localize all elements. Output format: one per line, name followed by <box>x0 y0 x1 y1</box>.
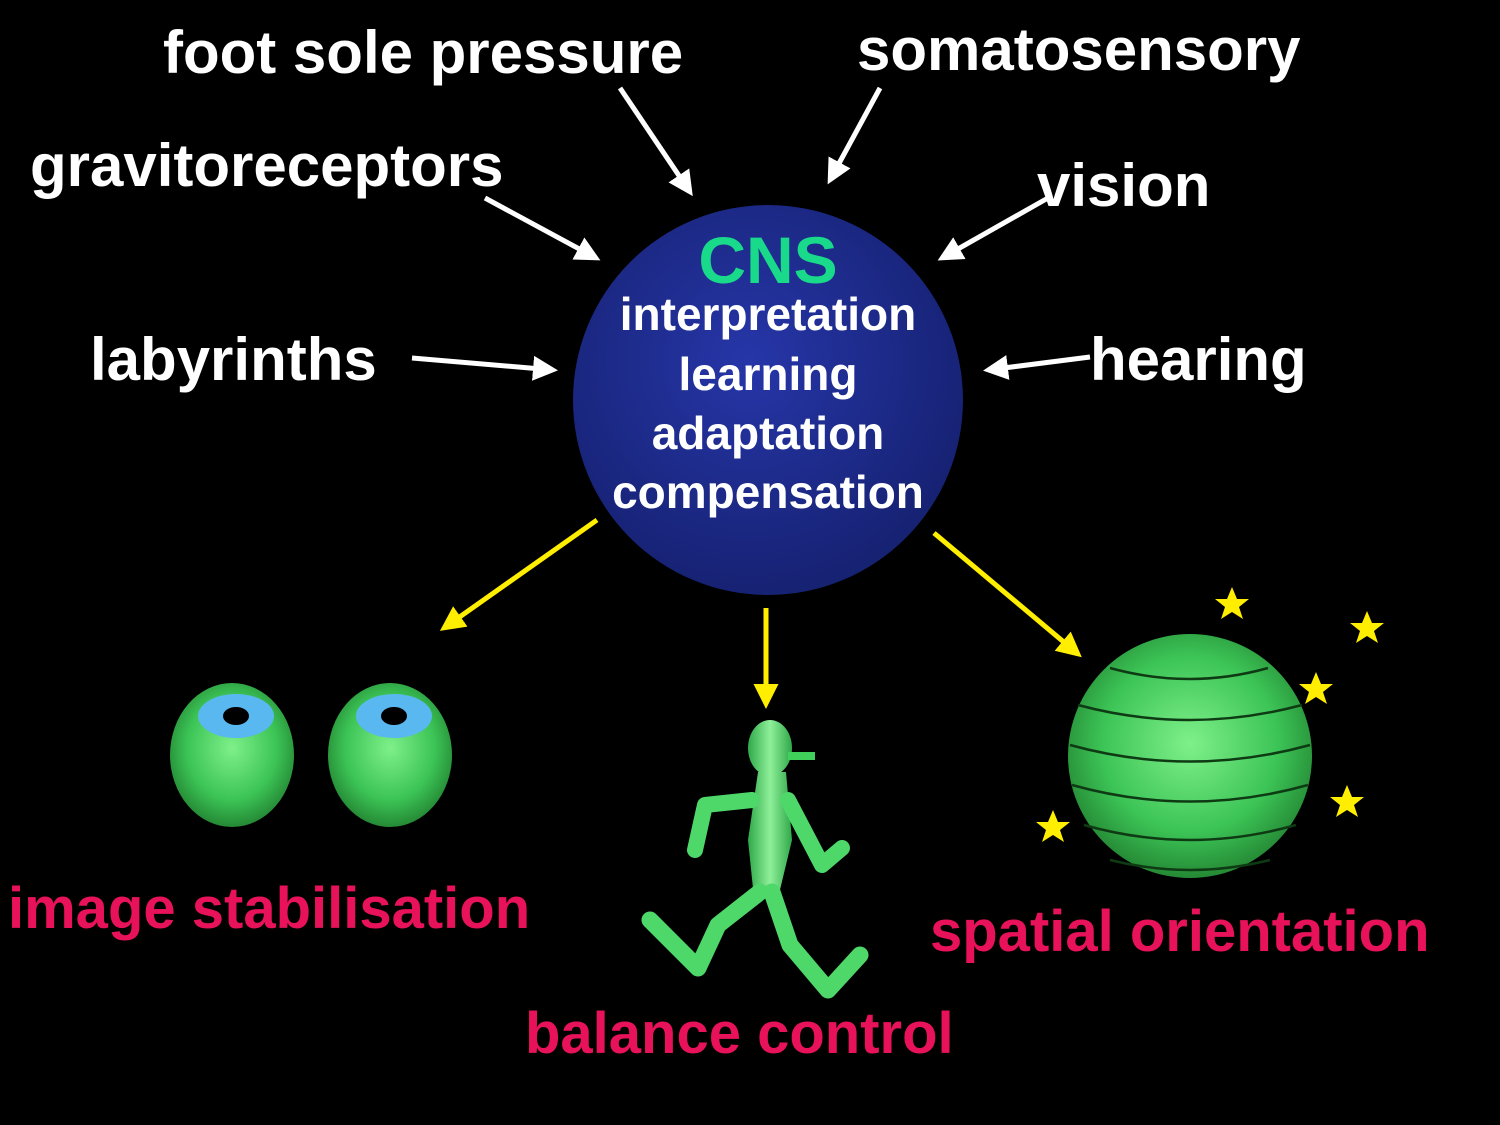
eyes-group <box>170 683 452 827</box>
arrow-vision <box>937 195 1050 261</box>
stars <box>1036 587 1384 842</box>
arrow-gravitoreceptors <box>483 195 601 261</box>
running-man-icon <box>641 720 869 999</box>
arrow-labyrinths <box>411 355 558 381</box>
arrow-hearing <box>983 354 1091 380</box>
arrow-somatosensory <box>827 86 883 185</box>
cns-function-learning: learning <box>678 348 858 400</box>
eyeball-icon <box>170 683 294 827</box>
label-hearing: hearing <box>1090 326 1307 393</box>
arrow-foot-sole-pressure <box>617 86 693 197</box>
arrow-image-stabilisation <box>439 517 599 631</box>
input-arrows <box>411 86 1091 381</box>
label-gravitoreceptors: gravitoreceptors <box>30 132 504 199</box>
globe-icon <box>1068 634 1312 878</box>
star-icon <box>1215 587 1249 619</box>
label-balance-control: balance control <box>525 1001 954 1066</box>
star-icon <box>1299 672 1333 704</box>
eyeball-icon <box>328 683 452 827</box>
star-icon <box>1350 611 1384 643</box>
label-vision: vision <box>1037 152 1211 219</box>
arrow-spatial-orientation <box>932 531 1082 658</box>
cns-title: CNS <box>698 223 838 297</box>
star-icon <box>1036 810 1070 842</box>
label-spatial-orientation: spatial orientation <box>930 899 1430 964</box>
star-icon <box>1330 785 1364 817</box>
label-somatosensory: somatosensory <box>857 16 1301 83</box>
label-labyrinths: labyrinths <box>90 326 377 393</box>
output-arrows <box>439 517 1082 709</box>
cns-function-interpretation: interpretation <box>619 288 917 340</box>
label-image-stabilisation: image stabilisation <box>8 876 531 941</box>
label-foot-sole-pressure: foot sole pressure <box>163 19 684 86</box>
cns-circle <box>573 205 963 595</box>
cns-function-adaptation: adaptation <box>651 407 885 459</box>
cns-function-compensation: compensation <box>612 466 924 518</box>
